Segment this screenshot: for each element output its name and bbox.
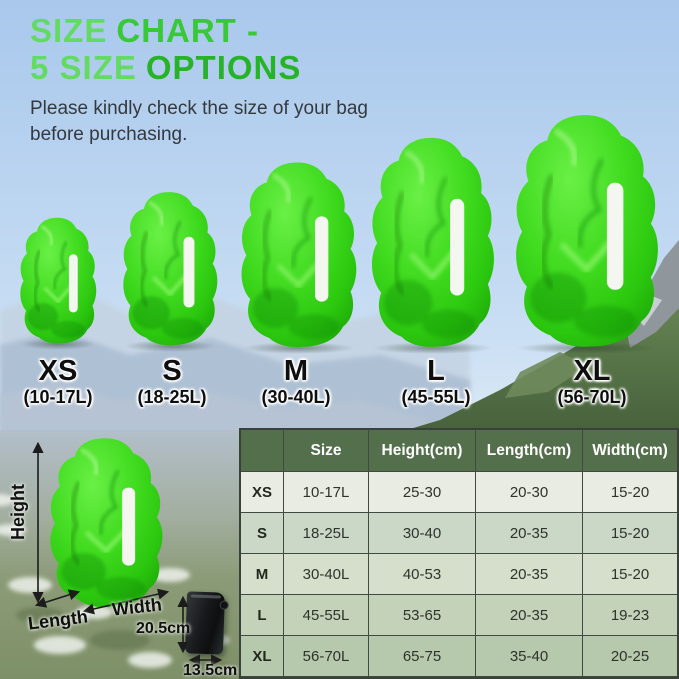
table-header-height: Height(cm) <box>369 430 476 472</box>
table-cell: 40-53 <box>369 554 476 595</box>
subtitle-note: Please kindly check the size of your bag… <box>30 98 368 145</box>
table-row-label: XS <box>241 472 284 513</box>
bag-shadow <box>516 342 657 354</box>
table-row-label: L <box>241 595 284 636</box>
dimension-arrows <box>32 441 223 666</box>
table-cell: 56-70L <box>284 636 369 677</box>
table-cell: 20-25 <box>583 636 677 677</box>
size-label-xs: XS (10-17L) <box>23 355 93 407</box>
table-cell: 10-17L <box>284 472 369 513</box>
table-cell: 15-20 <box>583 554 677 595</box>
page-title: SIZE CHART - 5 SIZE OPTIONS <box>30 12 301 86</box>
rain-cover-m <box>235 160 362 348</box>
table-cell: 45-55L <box>284 595 369 636</box>
table-cell: 65-75 <box>369 636 476 677</box>
height-dimension-label: Height <box>8 484 28 540</box>
rain-cover-l <box>365 135 500 348</box>
bag-shadow <box>124 340 216 352</box>
table-cell: 53-65 <box>369 595 476 636</box>
pouch-height-value: 20.5cm <box>136 620 191 637</box>
table-cell: 25-30 <box>369 472 476 513</box>
table-cell: 19-23 <box>583 595 677 636</box>
table-cell: 18-25L <box>284 513 369 554</box>
table-header-blank <box>241 430 284 472</box>
table-header-length: Length(cm) <box>476 430 583 472</box>
table-row-label: XL <box>241 636 284 677</box>
table-row-label: S <box>241 513 284 554</box>
size-label-s: S (18-25L) <box>137 355 207 407</box>
size-label-l: L (45-55L) <box>401 355 471 407</box>
table-header-size: Size <box>284 430 369 472</box>
table-cell: 15-20 <box>583 472 677 513</box>
size-chart-table: Size Height(cm) Length(cm) Width(cm) XS … <box>239 428 679 679</box>
size-label-xl: XL (56-70L) <box>557 355 627 407</box>
table-row-label: M <box>241 554 284 595</box>
bag-shadow <box>20 338 96 350</box>
table-cell: 35-40 <box>476 636 583 677</box>
table-cell: 30-40L <box>284 554 369 595</box>
pouch-width-value: 13.5cm <box>183 662 238 679</box>
rain-cover-s <box>118 190 222 346</box>
table-cell: 15-20 <box>583 513 677 554</box>
table-cell: 20-35 <box>476 595 583 636</box>
table-cell: 20-35 <box>476 554 583 595</box>
bag-shadow <box>372 342 493 354</box>
size-label-m: M (30-40L) <box>261 355 331 407</box>
rain-cover-xl <box>508 112 665 348</box>
table-cell: 20-30 <box>476 472 583 513</box>
rain-cover-xs <box>16 216 100 344</box>
page-title-line2: 5 SIZE OPTIONS <box>30 49 302 86</box>
page-title-line1: SIZE CHART - <box>30 12 260 49</box>
bag-shadow <box>242 342 355 354</box>
table-header-width: Width(cm) <box>583 430 677 472</box>
table-cell: 30-40 <box>369 513 476 554</box>
table-cell: 20-35 <box>476 513 583 554</box>
